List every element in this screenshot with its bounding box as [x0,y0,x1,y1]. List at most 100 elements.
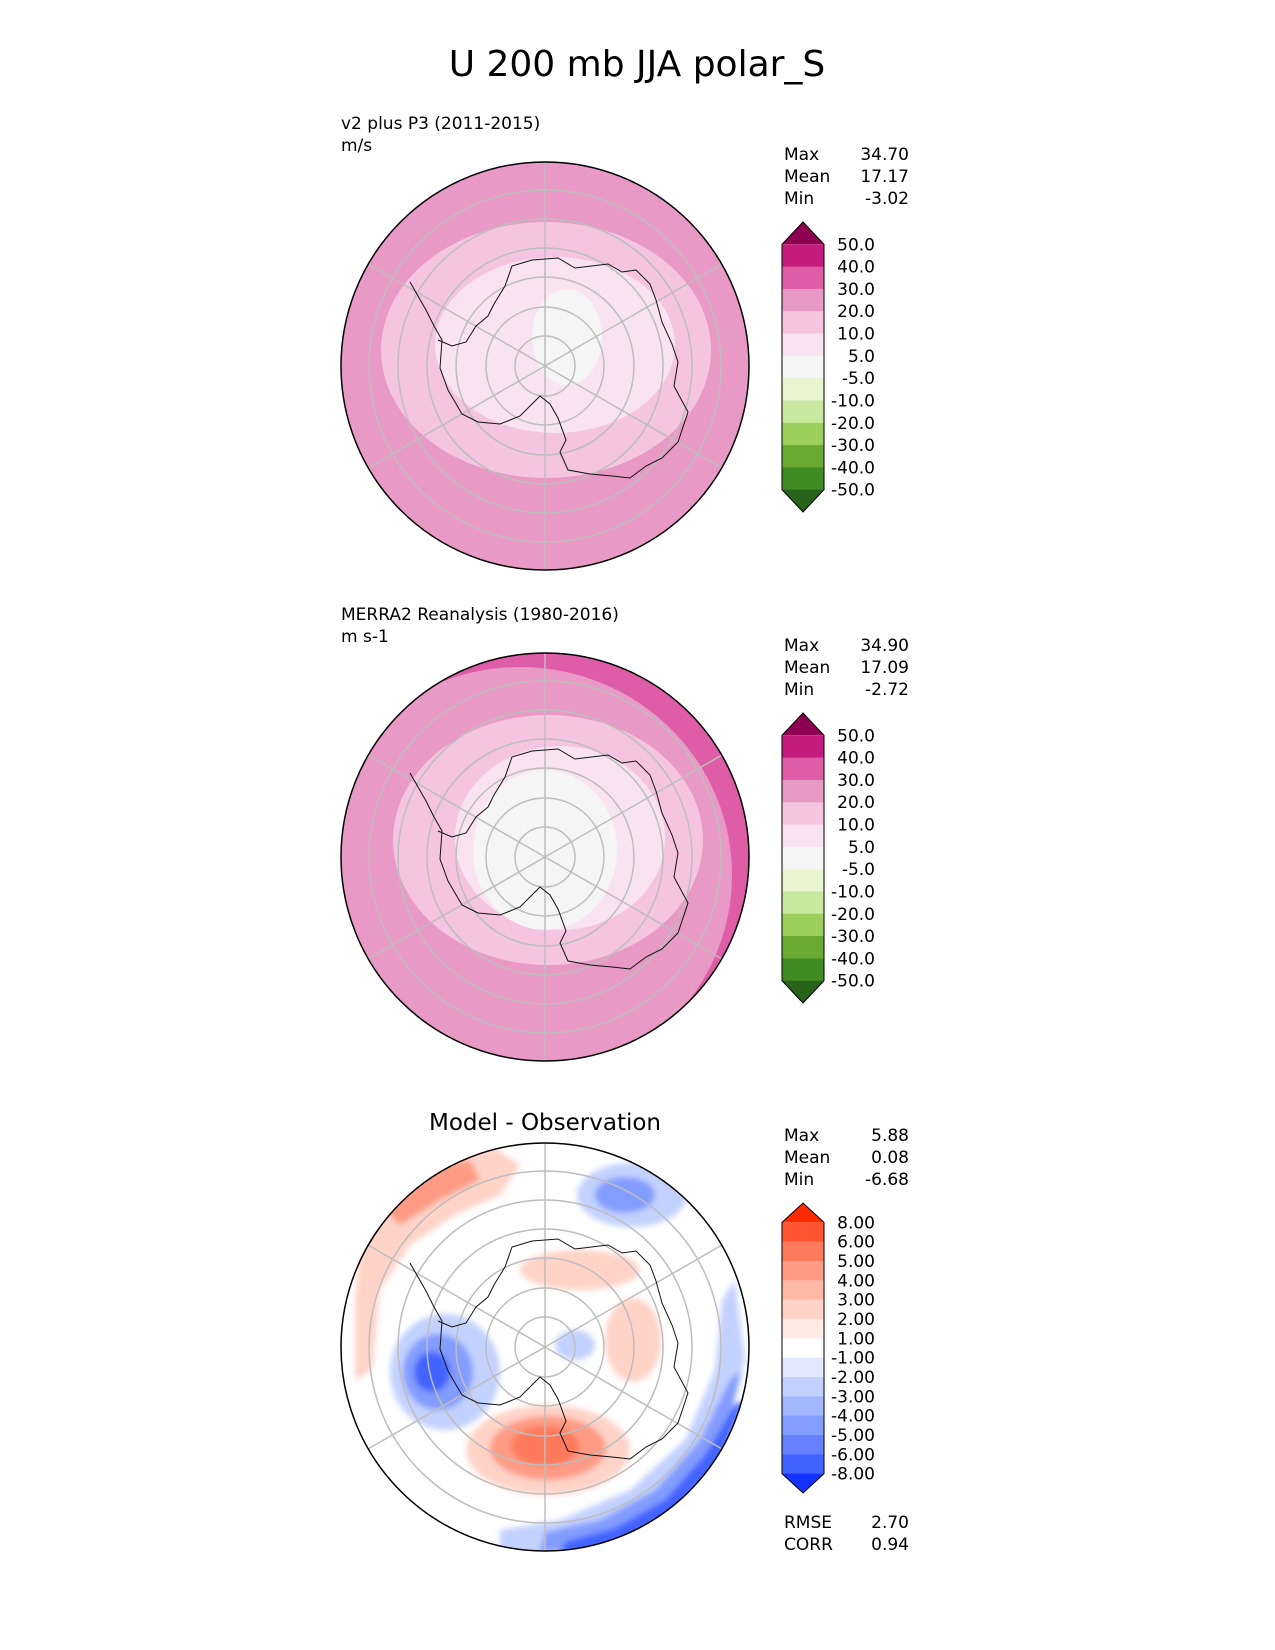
colorbar-tick-label: -40.0 [831,949,875,969]
antarctica-coastline [409,1238,689,1460]
stat-name: Max [784,1126,819,1146]
colorbar-extend-max [782,1203,824,1223]
panel-obs: MERRA2 Reanalysis (1980-2016) m s-1 Max … [340,605,909,1062]
stat-name: Mean [784,658,830,678]
stat-mean-value: 17.17 [860,167,909,187]
panel-model: v2 plus P3 (2011-2015) m/s Max 34.70 Mea… [340,114,909,571]
colorbar-tick-label: -6.00 [831,1445,875,1465]
colorbar-cell [782,1280,824,1301]
colorbar-cell [782,757,824,781]
figure-title: U 200 mb JJA polar_S [449,44,826,85]
colorbar-tick-label: 20.0 [837,302,875,322]
colorbar-cell [782,1357,824,1378]
stat-name: Min [784,189,814,209]
colorbar-tick-label: 5.0 [848,838,875,858]
colorbar-tick-label: -50.0 [831,972,875,992]
colorbar-cell [782,445,824,468]
colorbar-tick-label: -1.00 [831,1349,875,1369]
colorbar-extend-max [782,713,824,736]
stat-name: Mean [784,167,830,187]
panel-obs-units: m s-1 [341,627,389,647]
colorbar-cell [782,1377,824,1397]
panel-obs-label: MERRA2 Reanalysis (1980-2016) [341,605,619,625]
colorbar-tick-label: -20.0 [831,414,875,434]
colorbar-tick-label: -10.0 [831,882,875,902]
stat-name: Mean [784,1148,830,1168]
colorbar-tick-label: 10.0 [837,325,875,345]
colorbar-cell [782,467,824,491]
colorbar-tick-label: -40.0 [831,458,875,478]
colorbar-cell [782,891,824,915]
panel-model-label: v2 plus P3 (2011-2015) [341,114,540,134]
diff-negative-w-peak [414,1352,450,1392]
stat-mean-value: 0.08 [871,1148,909,1168]
diff-positive-ne [520,1250,640,1290]
colorbar-cell [782,1415,824,1436]
colorbar-outline [781,1202,825,1494]
colorbar-cell [782,1396,824,1417]
map-border [340,161,750,571]
colorbar-cell [782,913,824,937]
colorbar-tick-label: -5.0 [842,860,875,880]
panel-model-stats: Max 34.70 Mean 17.17 Min -3.02 [784,145,909,209]
colorbar-cell [782,958,824,982]
panel-diff-metrics: RMSE 2.70 CORR 0.94 [784,1513,909,1555]
graticule-obs [367,653,723,1061]
colorbar-cell [782,422,824,446]
colorbar-tick-label: -30.0 [831,436,875,456]
colorbar-cell [782,1222,824,1243]
colorbar-tick-label: 20.0 [837,793,875,813]
colorbar-cell [782,1241,824,1262]
colorbar-tick-label: 5.0 [848,347,875,367]
stat-name: Max [784,145,819,165]
stat-name: Min [784,680,814,700]
colorbar-cell [782,1299,824,1320]
colorbar-cell [782,802,824,826]
colorbar-model: 50.0 40.030.020.0 10.05.0-5.0-10.0 -20.0-30… [781,221,875,513]
colorbar-tick-label: 5.00 [837,1252,875,1272]
colorbar-cell [782,333,824,357]
colorbar-tick-label: -20.0 [831,905,875,925]
colorbar-extend-min [782,1473,824,1493]
colorbar-tick-label: -3.00 [831,1387,875,1407]
stat-name: Max [784,636,819,656]
colorbar-diff: 8.006.005.004.003.002.001.00-1.00-2.00-3… [781,1202,875,1494]
colorbar-tick-label: 3.00 [837,1291,875,1311]
stat-max-value: 34.90 [860,636,909,656]
stat-mean-value: 17.09 [860,658,909,678]
colorbar-tick-label: 50.0 [837,235,875,255]
panel-diff-title: Model - Observation [429,1110,661,1136]
colorbar-cell [782,244,824,268]
colorbar-cell [782,1338,824,1359]
colorbar-tick-label: -2.00 [831,1368,875,1388]
colorbar-cell [782,936,824,959]
colorbar-cell [782,869,824,893]
colorbar-tick-label: 40.0 [837,749,875,769]
colorbar-outline [781,221,825,513]
metric-name: RMSE [784,1513,832,1533]
diff-negative-ne-core [595,1177,655,1213]
panel-diff-stats: Max 5.88 Mean 0.08 Min -6.68 [784,1126,909,1190]
colorbar-tick-label: 10.0 [837,816,875,836]
colorbar-tick-label: 30.0 [837,771,875,791]
map-border [340,1142,750,1552]
colorbar-outline [781,712,825,1004]
colorbar-extend-min [782,980,824,1003]
colorbar-cell [782,1261,824,1281]
colorbar-cell [782,311,824,335]
colorbar-tick-label: 8.00 [837,1213,875,1233]
diff-positive-nw-core [380,1160,480,1225]
colorbar-cell [782,1435,824,1455]
colorbar-cell [782,378,824,402]
map-obs [341,653,749,1061]
graticule-diff [367,1143,723,1551]
colorbar-cell [782,846,824,870]
colorbar-cell [782,779,824,803]
antarctica-coastline [409,748,689,970]
graticule-model [367,162,723,570]
colorbar-tick-label: 1.00 [837,1329,875,1349]
colorbar-cell [782,1454,824,1475]
metric-name: CORR [784,1535,833,1555]
stat-min-value: -2.72 [865,680,909,700]
colorbar-extend-min [782,489,824,512]
